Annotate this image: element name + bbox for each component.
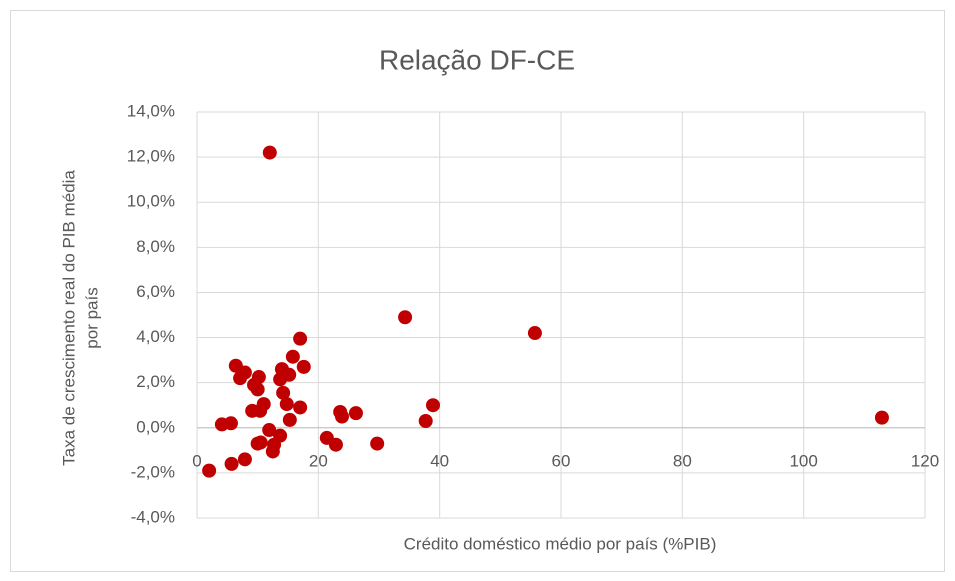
y-tick-label: 2,0% [136, 372, 175, 391]
point [285, 349, 300, 364]
point [282, 412, 297, 427]
point [418, 414, 433, 429]
point [237, 452, 252, 467]
point [370, 436, 385, 451]
point [276, 385, 291, 400]
y-tick-label: 14,0% [127, 101, 175, 120]
y-tick-label: 0,0% [136, 417, 175, 436]
x-tick-label: 0 [192, 451, 201, 470]
y-tick-label: 12,0% [127, 147, 175, 166]
y-tick-label: -2,0% [131, 462, 175, 481]
point [224, 456, 239, 471]
point [251, 370, 266, 385]
point [425, 398, 440, 413]
x-tick-label: 40 [430, 451, 449, 470]
point [527, 326, 542, 341]
point [265, 444, 280, 459]
point [223, 416, 238, 431]
point [293, 331, 308, 346]
x-tick-label: 60 [552, 451, 571, 470]
point [398, 310, 413, 325]
x-tick-label: 120 [911, 451, 939, 470]
point [202, 463, 217, 478]
point [237, 365, 252, 380]
point [348, 406, 363, 421]
point [273, 428, 288, 443]
x-tick-label: 100 [789, 451, 817, 470]
y-tick-label: 4,0% [136, 327, 175, 346]
chart-border [10, 10, 945, 572]
point [334, 409, 349, 424]
point [253, 403, 268, 418]
x-axis-label: Crédito doméstico médio por país (%PIB) [404, 534, 717, 553]
point [253, 435, 268, 450]
y-tick-label: 10,0% [127, 192, 175, 211]
point [293, 400, 308, 415]
point [279, 397, 294, 412]
y-tick-label: -4,0% [131, 507, 175, 526]
point [874, 410, 889, 425]
y-axis-label: por país [82, 287, 101, 348]
point [296, 359, 311, 374]
point [250, 382, 265, 397]
point [262, 145, 277, 160]
y-axis-label: Taxa de crescimento real do PIB média [59, 170, 78, 466]
chart-title: Relação DF-CE [379, 44, 575, 75]
y-tick-label: 6,0% [136, 282, 175, 301]
point [328, 437, 343, 452]
point [282, 367, 297, 382]
x-tick-label: 20 [309, 451, 328, 470]
point [262, 423, 277, 438]
x-tick-label: 80 [673, 451, 692, 470]
y-tick-label: 8,0% [136, 237, 175, 256]
